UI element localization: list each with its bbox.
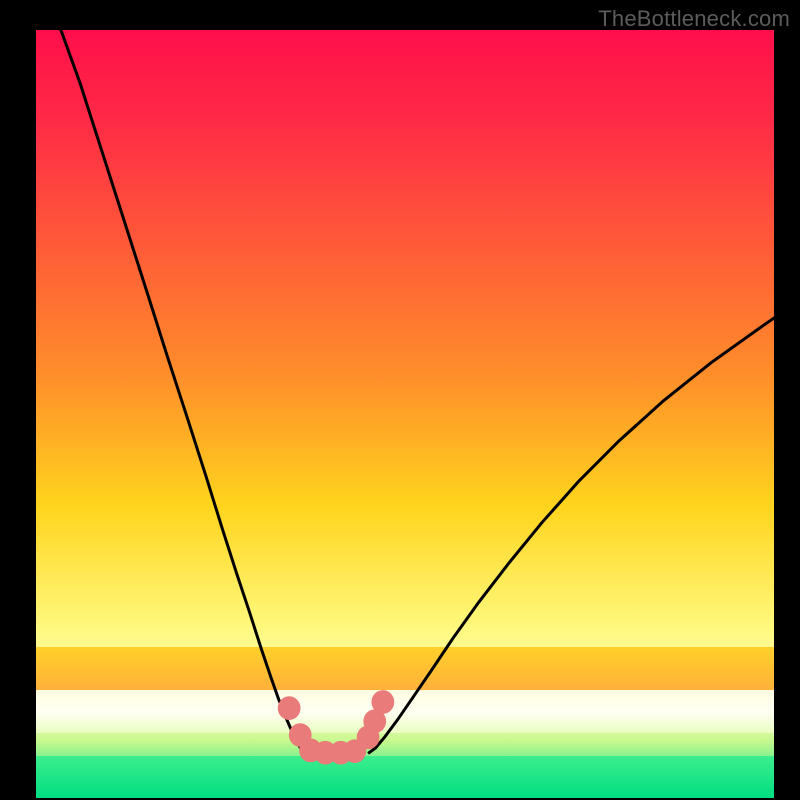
markers-group xyxy=(278,691,394,765)
curve-right xyxy=(368,308,774,753)
marker-dot xyxy=(278,697,300,720)
chart-svg xyxy=(36,30,774,798)
marker-dot xyxy=(372,691,394,714)
curve-left xyxy=(58,30,303,752)
watermark-text: TheBottleneck.com xyxy=(598,6,790,32)
plot-area xyxy=(36,30,774,798)
